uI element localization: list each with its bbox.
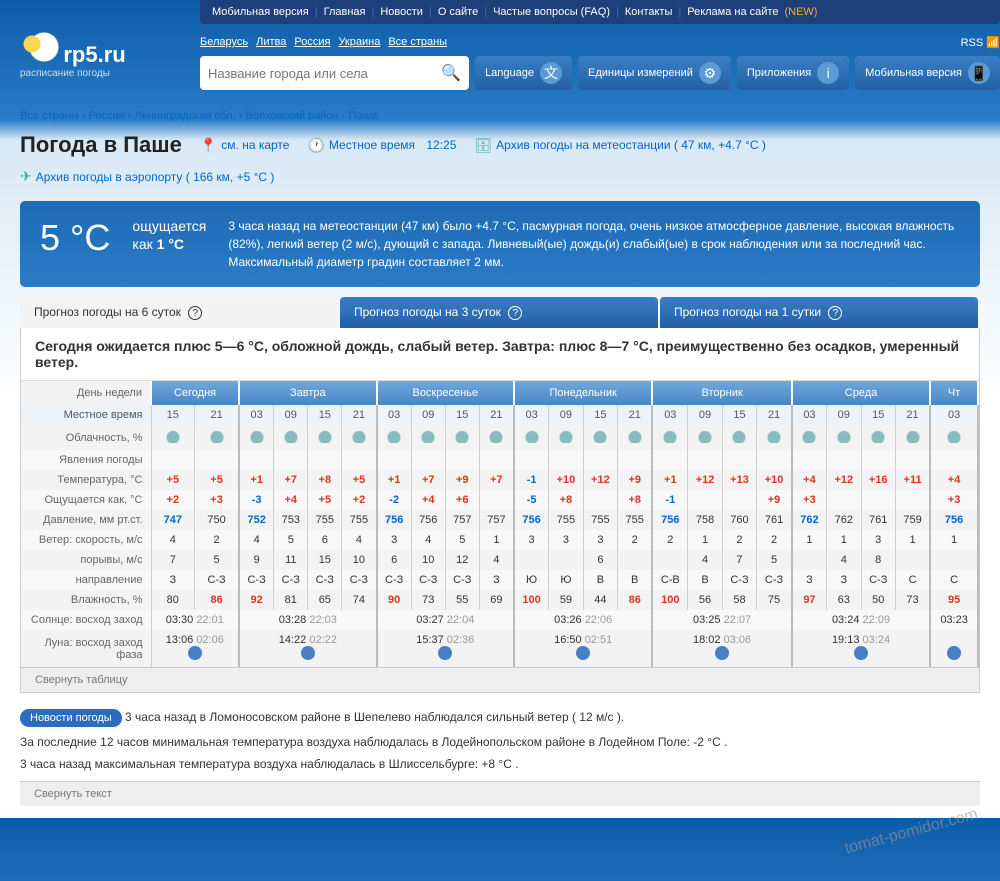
forecast-table: День неделиСегодняЗавтраВоскресеньеПонед…	[21, 381, 979, 667]
breadcrumb-link[interactable]: Ленинградская обл.	[134, 110, 235, 122]
language-button[interactable]: Language文	[475, 56, 572, 90]
forecast-summary: Сегодня ожидается плюс 5—6 °С, обложной …	[21, 328, 979, 381]
pin-icon: 📍	[200, 137, 217, 154]
map-link[interactable]: 📍см. на карте	[200, 137, 290, 154]
rss-link[interactable]: RSS 📶	[961, 36, 1000, 49]
forecast-tab[interactable]: Прогноз погоды на 1 сутки ?	[660, 297, 978, 328]
topnav-link[interactable]: Контакты	[625, 6, 673, 18]
topnav-link[interactable]: Реклама на сайте	[687, 6, 778, 18]
moon-phase-icon	[715, 646, 729, 660]
breadcrumb-link[interactable]: Волховский район	[246, 110, 339, 122]
forecast-tab[interactable]: Прогноз погоды на 3 суток ?	[340, 297, 658, 328]
gear-icon: ⚙	[699, 62, 721, 84]
breadcrumb-link[interactable]: Все страны	[20, 110, 79, 122]
logo[interactable]: rp5.ru расписание погоды	[0, 32, 190, 79]
moon-phase-icon	[854, 646, 868, 660]
phone-icon: 📱	[968, 62, 990, 84]
moon-phase-icon	[576, 646, 590, 660]
help-icon[interactable]: ?	[188, 306, 202, 320]
help-icon[interactable]: ?	[508, 306, 522, 320]
feels-like: ощущается как 1 °С	[132, 217, 206, 271]
archive-station-link[interactable]: 🗄Архив погоды на метеостанции ( 47 км, +…	[474, 137, 766, 154]
search-input[interactable]	[208, 66, 441, 81]
local-time: 🕐Местное время 12:25	[307, 137, 456, 154]
country-link[interactable]: Россия	[294, 36, 330, 48]
country-link[interactable]: Беларусь	[200, 36, 248, 48]
topnav-link[interactable]: Мобильная версия	[212, 6, 309, 18]
search-icon[interactable]: 🔍	[441, 63, 461, 83]
clock-icon: 🕐	[307, 137, 324, 154]
forecast-tabs: Прогноз погоды на 6 суток ?Прогноз погод…	[20, 297, 980, 328]
forecast-tab[interactable]: Прогноз погоды на 6 суток ?	[20, 297, 338, 328]
logo-icon	[20, 32, 60, 62]
site-tagline: расписание погоды	[20, 68, 190, 79]
weather-news: Новости погоды 3 часа назад в Ломоносовс…	[20, 705, 980, 806]
top-nav: Мобильная версия | Главная | Новости | О…	[200, 0, 1000, 24]
search-box[interactable]: 🔍	[200, 56, 469, 90]
apps-button[interactable]: Приложенияi	[737, 56, 849, 90]
topnav-link[interactable]: О сайте	[438, 6, 478, 18]
country-links: Беларусь Литва Россия Украина Все страны RSS…	[200, 32, 1000, 56]
collapse-table[interactable]: Свернуть таблицу	[21, 667, 979, 692]
breadcrumb-link[interactable]: Паша	[348, 110, 377, 122]
news-badge: Новости погоды	[20, 709, 122, 727]
moon-phase-icon	[301, 646, 315, 660]
country-link[interactable]: Все страны	[388, 36, 447, 48]
topnav-link[interactable]: Новости	[380, 6, 423, 18]
breadcrumb: Все страны › Россия › Ленинградская обл.…	[0, 98, 1000, 128]
archive-airport-link[interactable]: ✈Архив погоды в аэропорту ( 166 км, +5 °…	[20, 168, 274, 185]
current-description: 3 часа назад на метеостанции (47 км) был…	[228, 217, 960, 271]
help-icon[interactable]: ?	[828, 306, 842, 320]
current-conditions: 5 °С ощущается как 1 °С 3 часа назад на …	[20, 201, 980, 287]
moon-phase-icon	[438, 646, 452, 660]
moon-phase-icon	[947, 646, 961, 660]
plane-icon: ✈	[20, 168, 32, 185]
current-temp: 5 °С	[40, 217, 110, 271]
mobile-button[interactable]: Мобильная версия📱	[855, 56, 1000, 90]
page-title: Погода в Паше	[20, 132, 182, 158]
topnav-link[interactable]: Главная	[324, 6, 366, 18]
translate-icon: 文	[540, 62, 562, 84]
topnav-link[interactable]: Частые вопросы (FAQ)	[493, 6, 610, 18]
country-link[interactable]: Литва	[256, 36, 286, 48]
site-name: rp5.ru	[63, 42, 125, 67]
info-icon: i	[817, 62, 839, 84]
units-button[interactable]: Единицы измерений⚙	[578, 56, 731, 90]
archive-icon: 🗄	[474, 137, 492, 154]
country-link[interactable]: Украина	[338, 36, 380, 48]
collapse-news[interactable]: Свернуть текст	[20, 781, 980, 806]
breadcrumb-link[interactable]: Россия	[89, 110, 125, 122]
moon-phase-icon	[188, 646, 202, 660]
watermark: tomat-pomidor.com	[843, 806, 980, 859]
